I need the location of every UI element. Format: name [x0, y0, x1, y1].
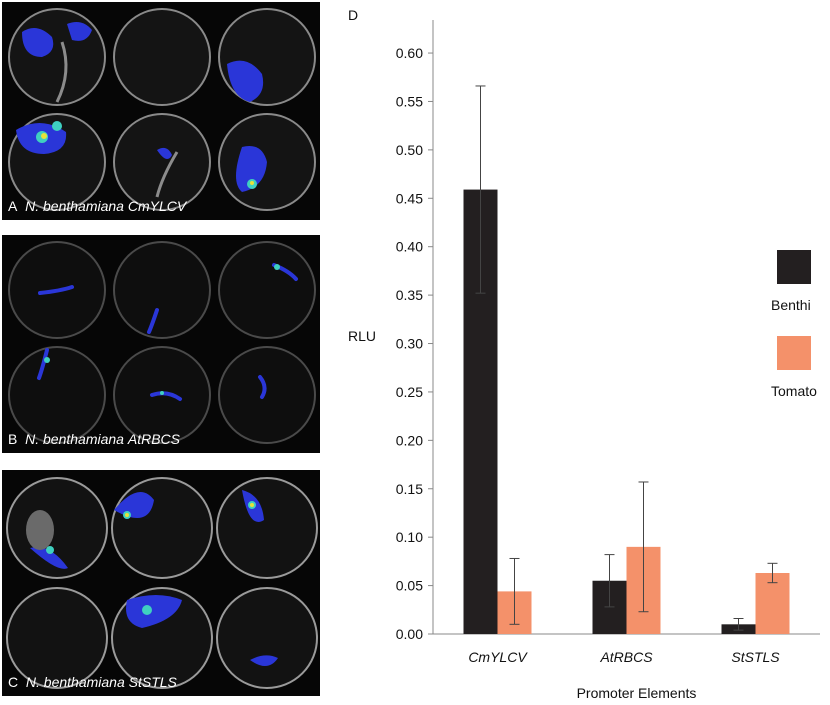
- panel-a-species: N. benthamiana: [25, 198, 124, 214]
- y-tick-label: 0.45: [396, 190, 423, 206]
- panel-c-species: N. benthamiana: [25, 674, 125, 690]
- error-bar: [509, 557, 520, 625]
- x-tick-label: CmYLCV: [468, 649, 528, 665]
- legend-label-tomato: Tomato: [771, 383, 817, 399]
- plate-image-b: [8, 241, 316, 444]
- x-tick-label: StSTLS: [731, 649, 780, 665]
- panel-c-letter: C: [8, 674, 19, 690]
- y-tick-label: 0.00: [396, 626, 423, 642]
- y-axis: 0.00 0.05 0.10 0.15 0.20 0.25 0.30 0.35 0.40 0.45…: [396, 45, 433, 642]
- x-tick-label: AtRBCS: [599, 649, 653, 665]
- y-tick-label: 0.15: [396, 481, 423, 497]
- y-tick-label: 0.20: [396, 432, 423, 448]
- error-bar: [475, 85, 486, 294]
- plate-image-a: [8, 8, 316, 211]
- image-panel-a: A N. benthamiana CmYLCV: [2, 2, 320, 220]
- panel-a-promoter: CmYLCV: [127, 198, 187, 214]
- x-axis-categories: CmYLCV AtRBCS StSTLS: [468, 649, 780, 665]
- legend-swatch-benthi: [777, 250, 811, 284]
- panel-a-caption: A N. benthamiana CmYLCV: [8, 198, 186, 214]
- panel-d-letter: D: [348, 7, 358, 23]
- y-tick-label: 0.35: [396, 287, 423, 303]
- legend-label-benthi: Benthi: [771, 297, 811, 313]
- y-axis-title: RLU: [348, 328, 376, 344]
- image-panel-b: B N. benthamiana AtRBCS: [2, 235, 320, 453]
- y-tick-label: 0.50: [396, 142, 423, 158]
- y-tick-label: 0.05: [396, 578, 423, 594]
- error-bar: [733, 618, 744, 631]
- y-tick-label: 0.30: [396, 336, 423, 352]
- panel-b-letter: B: [8, 431, 18, 447]
- error-bar: [604, 554, 615, 608]
- bar-chart: D 0.000.050.100.150.200.250.300.350.400.…: [348, 7, 820, 701]
- panel-b-caption: B N. benthamiana AtRBCS: [8, 431, 180, 447]
- plate-image-c: [6, 477, 318, 689]
- error-bar: [767, 562, 778, 584]
- panel-a-letter: A: [8, 198, 18, 214]
- legend-swatch-tomato: [777, 336, 811, 370]
- y-tick-label: 0.25: [396, 384, 423, 400]
- panel-b-species: N. benthamiana: [25, 431, 124, 447]
- panel-c-caption: C N. benthamiana StSTLS: [8, 674, 177, 690]
- panel-c-promoter: StSTLS: [128, 674, 177, 690]
- y-tick-label: 0.60: [396, 45, 423, 61]
- y-tick-label: 0.55: [396, 93, 423, 109]
- x-axis-title: Promoter Elements: [577, 685, 697, 701]
- error-bar: [638, 481, 649, 613]
- y-tick-label: 0.40: [396, 239, 423, 255]
- image-panel-c: C N. benthamiana StSTLS: [2, 470, 320, 696]
- y-tick-label: 0.10: [396, 529, 423, 545]
- bars: [463, 85, 790, 635]
- panel-b-promoter: AtRBCS: [127, 431, 180, 447]
- legend: Benthi Tomato: [771, 250, 817, 399]
